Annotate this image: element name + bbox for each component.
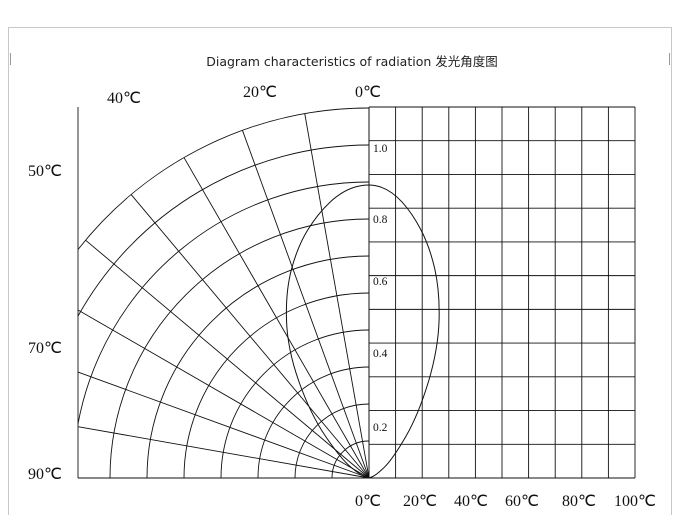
polar-spoke	[304, 113, 370, 479]
frame-tick-left	[10, 53, 11, 65]
polar-arc	[77, 181, 370, 424]
x-tick-label: 60℃	[505, 493, 539, 510]
angle-label-left: 50℃	[28, 163, 62, 180]
x-tick-label: 20℃	[403, 493, 437, 510]
polar-spoke	[242, 130, 370, 479]
polar-spoke	[77, 309, 370, 479]
radiation-curve	[285, 184, 440, 479]
polar-spoke	[77, 426, 370, 479]
polar-spoke	[85, 239, 370, 479]
chart-title: Diagram characteristics of radiation 发光角…	[206, 54, 498, 69]
x-tick-label: 100℃	[614, 493, 656, 510]
x-tick-label: 40℃	[454, 493, 488, 510]
radial-tick-label: 0.4	[373, 348, 388, 360]
radiation-curve-layer	[285, 184, 440, 479]
angle-label-top: 40℃	[107, 90, 141, 107]
polar-spoke	[183, 157, 370, 479]
radial-tick-label: 0.8	[373, 214, 388, 226]
polar-arc	[220, 329, 370, 479]
x-tick-label: 0℃	[355, 493, 381, 510]
axis-labels: 40℃ 20℃ 0℃ 50℃ 70℃ 90℃ 0℃ 20℃ 40℃ 60℃ 80℃ 100℃ 1.0 0.…	[28, 84, 656, 510]
polar-arc	[257, 366, 370, 479]
polar-arc	[183, 292, 370, 479]
polar-grid	[77, 107, 370, 479]
polar-arc	[294, 403, 370, 479]
frame-tick-right	[669, 53, 670, 65]
cartesian-grid	[77, 106, 636, 479]
polar-arc	[77, 107, 370, 250]
polar-spoke	[77, 371, 370, 479]
angle-label-top: 20℃	[243, 84, 277, 101]
angle-label-left: 90℃	[28, 466, 62, 483]
polar-spoke	[130, 194, 370, 479]
polar-arc	[146, 255, 370, 479]
angle-label-top: 0℃	[355, 84, 381, 101]
radial-tick-label: 0.2	[373, 422, 388, 434]
x-tick-label: 80℃	[562, 493, 596, 510]
radial-tick-label: 1.0	[373, 143, 388, 155]
polar-arc	[77, 144, 370, 317]
angle-label-left: 70℃	[28, 340, 62, 357]
radial-tick-label: 0.6	[373, 276, 388, 288]
